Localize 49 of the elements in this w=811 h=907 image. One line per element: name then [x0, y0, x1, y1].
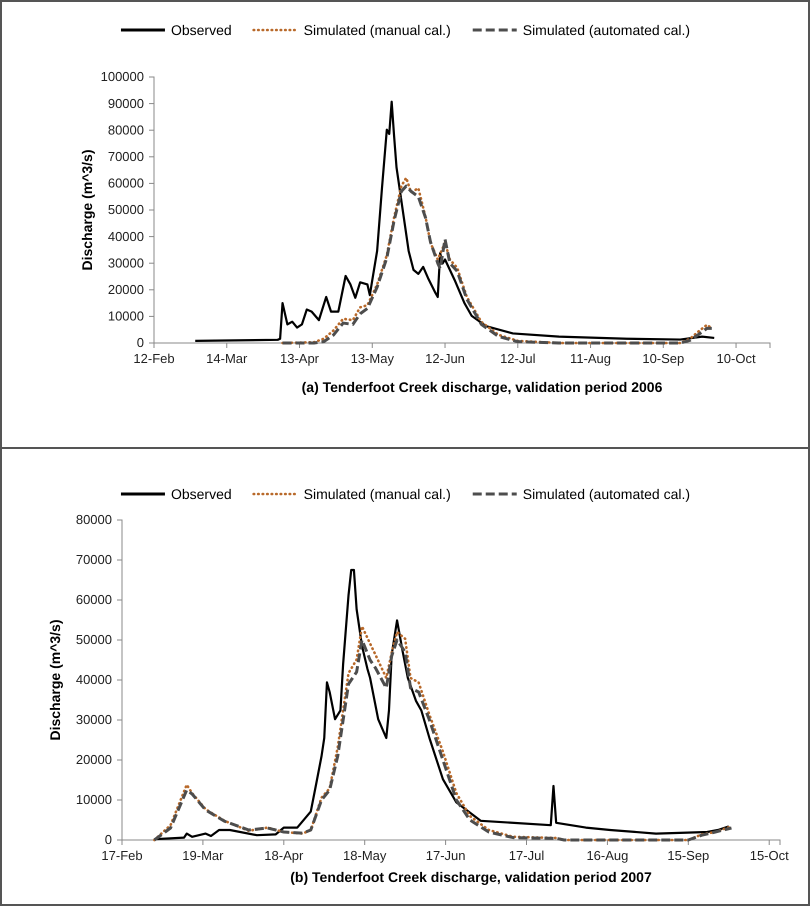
x-tick-label: 17-Jul	[508, 848, 544, 864]
x-tick-label: 13-Apr	[280, 351, 320, 366]
y-axis-title: Discharge (m^3/s)	[47, 620, 63, 740]
x-tick-label: 13-May	[350, 351, 394, 366]
x-tick-label: 15-Oct	[750, 848, 790, 864]
x-tick-label: 17-Jun	[426, 848, 466, 864]
y-tick-label: 50000	[76, 632, 112, 648]
x-tick-label: 12-Jun	[425, 351, 465, 366]
legend-label: Observed	[170, 486, 232, 502]
y-tick-label: 60000	[76, 592, 112, 608]
legend-label: Simulated (manual cal.)	[304, 486, 451, 502]
legend-label: Observed	[170, 22, 232, 38]
y-axis-title: Discharge (m^3/s)	[79, 150, 95, 270]
x-tick-label: 10-Sep	[642, 351, 684, 366]
y-tick-label: 70000	[76, 552, 112, 568]
x-tick-label: 16-Aug	[586, 848, 628, 864]
x-tick-label: 11-Aug	[570, 351, 612, 366]
y-tick-label: 50000	[108, 202, 144, 218]
y-tick-label: 10000	[108, 308, 144, 324]
x-axis-title: (a) Tenderfoot Creek discharge, validation period 2006	[302, 379, 663, 395]
line-series	[194, 100, 716, 342]
y-tick-label: 30000	[76, 712, 112, 728]
x-tick-label: 18-May	[343, 848, 387, 864]
x-tick-label: 19-Mar	[182, 848, 224, 864]
y-tick-label: 90000	[108, 96, 144, 111]
x-tick-label: 15-Sep	[667, 848, 710, 864]
y-tick-label: 70000	[108, 148, 144, 164]
y-tick-label: 60000	[108, 176, 144, 191]
x-tick-label: 18-Apr	[264, 848, 304, 864]
legend-label: Simulated (automated cal.)	[522, 486, 690, 502]
y-tick-label: 30000	[108, 255, 144, 270]
y-tick-label: 40000	[76, 672, 112, 688]
x-tick-label: 14-Mar	[206, 351, 248, 366]
x-tick-label: 12-Feb	[133, 351, 175, 366]
y-tick-label: 20000	[108, 282, 144, 297]
x-tick-label: 10-Oct	[716, 351, 756, 366]
y-tick-label: 0	[104, 832, 112, 848]
y-tick-label: 20000	[76, 752, 112, 768]
legend-label: Simulated (manual cal.)	[304, 22, 451, 38]
y-tick-label: 80000	[76, 512, 112, 528]
y-tick-label: 40000	[108, 228, 144, 244]
y-tick-label: 80000	[108, 122, 144, 138]
y-tick-label: 10000	[76, 792, 112, 808]
legend-label: Simulated (automated cal.)	[522, 22, 690, 38]
y-tick-label: 100000	[100, 69, 144, 84]
x-tick-label: 12-Jul	[500, 351, 536, 366]
x-tick-label: 17-Feb	[101, 848, 143, 864]
x-axis-title: (b) Tenderfoot Creek discharge, validation period 2007	[290, 869, 652, 885]
y-tick-label: 0	[136, 335, 144, 350]
